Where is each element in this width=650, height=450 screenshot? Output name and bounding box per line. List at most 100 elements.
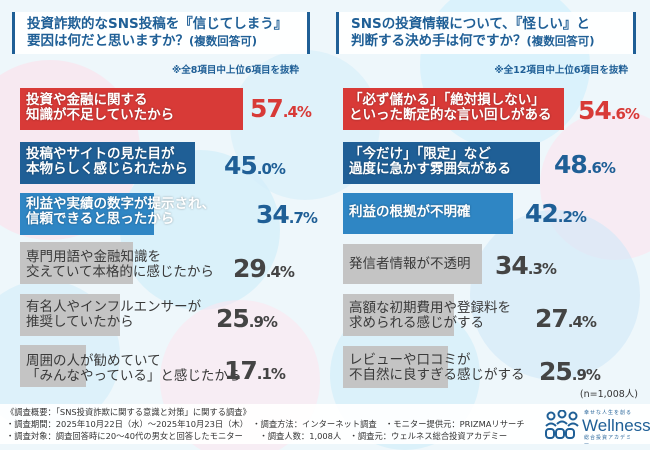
value-int: 48 [554,150,588,179]
left-bar-label-3: 利益や実績の数字が提示され、 信頼できると思ったから [26,197,215,227]
logo-tagline-top: 幸せな人生を創る [584,410,633,416]
value-int: 25 [216,304,250,333]
bar-label-line: といった断定的な言い回しがある [349,107,552,123]
people-group-icon [545,410,579,439]
left-value-1: 57.4% [250,94,312,123]
left-bar-2 [20,142,195,184]
bar-label-line: 投資や金融に関する [26,92,148,108]
left-bar-6 [20,345,86,387]
left-bar-label-4: 専門用語や金融知識を 交えていて本格的に感じたから [26,250,214,280]
right-bar-label-2: 「今だけ」「限定」など 過度に急かす雰囲気がある [349,147,511,177]
right-bar-2 [343,142,540,184]
left-bar-4 [20,242,133,284]
bar-label-line: 本物らしく感じられたから [26,161,188,177]
right-value-1: 54.6% [578,96,640,125]
value-dec: .9% [571,366,601,384]
left-value-4: 29.4% [233,254,295,283]
value-int: 45 [224,151,258,180]
left-chart-panel: 投資詐欺的なSNS投稿を『信じてしまう』 要因は何だと思いますか？(複数回答可)… [0,0,325,395]
value-dec: .2% [557,208,587,226]
right-value-6: 25.9% [539,357,601,386]
sample-size-note: (n=1,008人) [579,389,638,400]
value-dec: .4% [282,103,312,121]
right-chart-note: ※全12項目中上位6項目を抜粋 [494,65,628,76]
bar-label-line: 利益や実績の数字が提示され、 [26,196,216,212]
value-dec: .9% [248,313,278,331]
value-int: 17 [224,356,258,385]
left-bar-5 [20,294,120,336]
value-int: 29 [233,254,267,283]
bar-label-line: 周囲の人が勧めていて [26,353,161,369]
right-title-suffix: (複数回答可) [526,34,595,48]
bar-label-line: 「今だけ」「限定」など [349,146,491,162]
right-bar-4 [343,244,482,284]
left-chart-note: ※全8項目中上位6項目を抜粋 [172,65,299,76]
bar-label-line: 求められる感じがする [349,315,484,331]
survey-period-line: ・調査期間：2025年10月22日（水）～2025年10月23日（木） ・調査方… [6,419,525,429]
left-title-line2: 要因は何だと思いますか？ [27,33,189,49]
left-bar-label-1: 投資や金融に関する 知識が不足していたから [26,93,174,123]
right-chart-title: SNSの投資情報について、『怪しい』と 判断する決め手は何ですか？(複数回答可) [336,12,636,54]
bar-label-line: 有名人やインフルエンサーが [26,299,202,315]
bar-label-line: 「必ず儲かる」「絶対損しない」 [349,92,545,108]
wellness-logo: 幸せな人生を創る Wellness 総合投資アカデミー [544,408,650,448]
right-bar-5 [343,294,454,336]
bar-label-line: 知識が不足していたから [26,107,175,123]
right-bar-label-5: 高額な初期費用や登録料を 求められる感じがする [349,301,511,331]
value-dec: .0% [256,160,286,178]
left-bar-3 [20,193,154,235]
value-dec: .3% [527,260,557,278]
left-value-2: 45.0% [224,151,286,180]
left-value-5: 25.9% [216,304,278,333]
right-chart-panel: SNSの投資情報について、『怪しい』と 判断する決め手は何ですか？(複数回答可)… [325,0,650,395]
value-int: 34 [256,200,290,229]
bar-label-line: 不自然に良すぎる感じがする [349,367,525,383]
right-value-2: 48.6% [554,150,616,179]
right-bar-label-1: 「必ず儲かる」「絶対損しない」 といった断定的な言い回しがある [349,93,552,123]
left-value-6: 17.1% [224,356,286,385]
bar-label-line: 過度に急かす雰囲気がある [349,161,511,177]
left-chart-title: 投資詐欺的なSNS投稿を『信じてしまう』 要因は何だと思いますか？(複数回答可) [12,12,310,54]
value-int: 25 [539,357,573,386]
left-bar-label-5: 有名人やインフルエンサーが 推奨していたから [26,300,201,330]
value-int: 27 [535,304,569,333]
value-dec: .6% [610,105,640,123]
bar-label-line: 専門用語や金融知識を [26,249,161,265]
bar-label-line: レビューや口コミが [349,352,471,368]
right-bar-label-3: 利益の根拠が不明確 [349,205,471,220]
value-int: 57 [250,94,284,123]
left-value-3: 34.7% [256,200,318,229]
bar-label-line: 高額な初期費用や登録料を [349,300,511,316]
survey-overview-title: 《調査概要：「SNS投資詐欺に関する意識と対策」に関する調査》 [6,407,251,417]
bar-label-line: 「みんなやっている」と感じたから [26,368,242,384]
bubble-decoration [470,210,640,380]
value-dec: .7% [288,209,318,227]
left-bar-1 [20,88,243,130]
survey-footer: 《調査概要：「SNS投資詐欺に関する意識と対策」に関する調査》 ・調査期間：20… [0,404,650,448]
right-bar-label-4: 発信者情報が不透明 [349,257,471,272]
value-int: 54 [578,96,612,125]
bar-label-line: 発信者情報が不透明 [349,256,471,272]
bar-label-line: 利益の根拠が不明確 [349,204,471,220]
right-bar-6 [343,346,448,388]
left-title-line1: 投資詐欺的なSNS投稿を『信じてしまう』 [27,16,288,32]
left-bar-label-6: 周囲の人が勧めていて 「みんなやっている」と感じたから [26,354,241,384]
value-int: 34 [495,251,529,280]
right-value-3: 42.2% [525,199,587,228]
right-value-4: 34.3% [495,251,557,280]
bar-label-line: 交えていて本格的に感じたから [26,264,214,280]
value-dec: .6% [586,159,616,177]
right-bar-label-6: レビューや口コミが 不自然に良すぎる感じがする [349,353,525,383]
survey-target-line: ・調査対象：調査回答時に20～40代の男女と回答したモニター ・調査人数：1,0… [6,431,508,441]
right-title-line2: 判断する決め手は何ですか？ [351,33,527,49]
logo-wordmark: Wellness [582,416,650,435]
value-int: 42 [525,199,559,228]
right-bar-1 [343,88,564,130]
left-title-suffix: (複数回答可) [189,34,258,48]
right-bar-3 [343,193,513,234]
value-dec: .4% [567,313,597,331]
bar-label-line: 推奨していたから [26,314,134,330]
logo-tagline-bottom: 総合投資アカデミー [584,435,633,448]
value-dec: .4% [265,263,295,281]
bar-label-line: 投稿やサイトの見た目が [26,146,175,162]
